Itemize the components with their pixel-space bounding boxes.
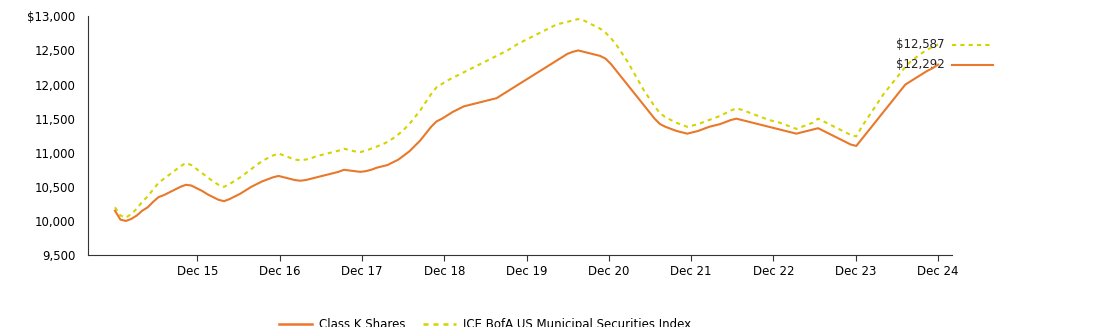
Text: $12,587: $12,587 [896, 38, 945, 51]
Legend: Class K Shares, ICE BofA US Municipal Securities Index: Class K Shares, ICE BofA US Municipal Se… [275, 314, 696, 327]
Text: $12,292: $12,292 [896, 58, 945, 71]
